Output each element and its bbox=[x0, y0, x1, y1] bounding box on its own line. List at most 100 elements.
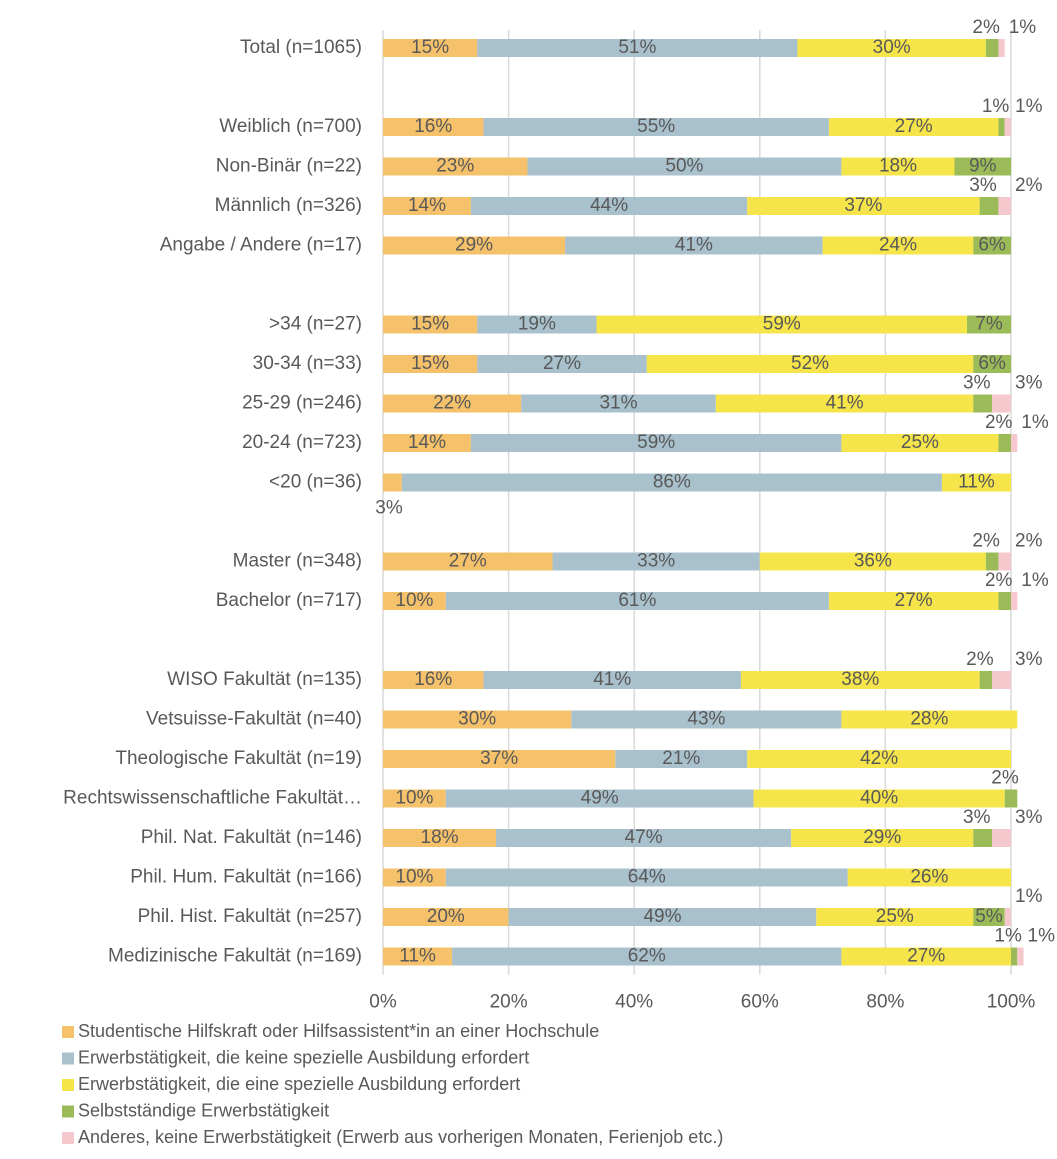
y-tick-label: <20 (n=36) bbox=[269, 472, 362, 493]
legend-swatch bbox=[62, 1132, 74, 1144]
bar-segment bbox=[452, 947, 842, 966]
data-label: 1% bbox=[982, 96, 1010, 117]
bar-segment bbox=[1004, 118, 1011, 136]
bar-segment bbox=[740, 671, 980, 689]
data-label: 27% bbox=[907, 946, 945, 967]
bar-segment bbox=[747, 750, 1011, 768]
data-label: 52% bbox=[791, 353, 829, 374]
x-tick-label: 60% bbox=[741, 992, 779, 1013]
x-tick-label: 0% bbox=[369, 992, 397, 1013]
data-label: 3% bbox=[1015, 807, 1043, 828]
data-label: 23% bbox=[436, 156, 474, 177]
data-label: 18% bbox=[421, 827, 459, 848]
bar-segment bbox=[470, 197, 748, 215]
data-label: 31% bbox=[599, 393, 637, 414]
data-label: 41% bbox=[593, 669, 631, 690]
data-label: 1% bbox=[994, 926, 1022, 947]
bar-segment bbox=[992, 394, 1011, 413]
data-label: 3% bbox=[963, 373, 991, 394]
data-label: 50% bbox=[665, 156, 703, 177]
data-label: 21% bbox=[662, 748, 700, 769]
data-label: 25% bbox=[901, 432, 939, 453]
bar-segment bbox=[477, 315, 597, 334]
data-label: 86% bbox=[653, 472, 691, 493]
bar-segment bbox=[383, 789, 446, 808]
data-label: 2% bbox=[972, 17, 1000, 38]
y-tick-label: Theologische Fakultät (n=19) bbox=[115, 748, 362, 769]
bar-segment bbox=[383, 868, 446, 887]
bar-segment bbox=[565, 236, 823, 255]
y-tick-label: 25-29 (n=246) bbox=[242, 393, 362, 414]
bar-segment bbox=[1004, 789, 1018, 808]
data-label: 51% bbox=[618, 37, 656, 58]
bar-segment bbox=[477, 355, 647, 373]
data-label: 49% bbox=[581, 788, 619, 809]
bar-segment bbox=[383, 829, 497, 847]
data-label: 10% bbox=[395, 788, 433, 809]
bar-segment bbox=[596, 315, 968, 334]
data-label: 2% bbox=[985, 570, 1013, 591]
bar-segment bbox=[1011, 592, 1018, 610]
bar-segment bbox=[973, 236, 1011, 255]
bar-segment bbox=[979, 671, 993, 689]
legend-label: Erwerbstätigkeit, die eine spezielle Aus… bbox=[78, 1074, 520, 1094]
bar-segment bbox=[571, 710, 842, 729]
legend-label: Erwerbstätigkeit, die keine spezielle Au… bbox=[78, 1047, 529, 1067]
bar-segment bbox=[979, 197, 999, 215]
data-label: 15% bbox=[411, 353, 449, 374]
y-tick-label: 30-34 (n=33) bbox=[253, 353, 362, 374]
data-label: 16% bbox=[414, 116, 452, 137]
bar-segment bbox=[383, 355, 478, 373]
bar-segment bbox=[383, 710, 572, 729]
legend-swatch bbox=[62, 1105, 74, 1118]
bar-segment bbox=[747, 197, 980, 215]
y-tick-label: Phil. Hist. Fakultät (n=257) bbox=[138, 906, 362, 927]
legend-swatch bbox=[62, 1026, 74, 1038]
bar-segment bbox=[998, 434, 1011, 452]
data-label: 64% bbox=[628, 867, 666, 888]
data-label: 44% bbox=[590, 195, 628, 216]
bar-segment bbox=[401, 473, 942, 492]
data-label: 3% bbox=[969, 175, 997, 196]
bar-segment bbox=[797, 39, 986, 57]
data-label: 15% bbox=[411, 314, 449, 335]
y-tick-label: Bachelor (n=717) bbox=[216, 590, 362, 611]
y-tick-label: Vetsuisse-Fakultät (n=40) bbox=[146, 709, 362, 730]
bar-segment bbox=[715, 394, 974, 413]
y-tick-label: 20-24 (n=723) bbox=[242, 432, 362, 453]
data-label: 11% bbox=[958, 472, 995, 493]
bar-segment bbox=[822, 236, 974, 255]
y-tick-label: Angabe / Andere (n=17) bbox=[160, 235, 362, 256]
data-label: 3% bbox=[963, 807, 991, 828]
bar-segment bbox=[954, 157, 1011, 176]
legend-label: Selbstständige Erwerbstätigkeit bbox=[78, 1100, 329, 1120]
y-tick-label: Master (n=348) bbox=[233, 551, 362, 572]
legend-label: Anderes, keine Erwerbstätigkeit (Erwerb … bbox=[78, 1127, 723, 1147]
data-label: 59% bbox=[763, 314, 801, 335]
bar-segment bbox=[383, 157, 528, 176]
bar-segment bbox=[477, 39, 798, 57]
bar-segment bbox=[1004, 908, 1011, 926]
bar-segment bbox=[508, 908, 817, 926]
bar-segment bbox=[383, 473, 402, 492]
data-label: 40% bbox=[860, 788, 898, 809]
data-label: 1% bbox=[1015, 96, 1043, 117]
y-tick-label: Weiblich (n=700) bbox=[219, 116, 362, 137]
bar-segment bbox=[383, 394, 522, 413]
data-label: 2% bbox=[966, 649, 994, 670]
bar-segment bbox=[527, 157, 842, 176]
data-label: 10% bbox=[395, 867, 433, 888]
data-label: 6% bbox=[978, 235, 1006, 256]
bar-segment bbox=[383, 552, 553, 571]
data-label: 15% bbox=[411, 37, 449, 58]
data-label: 27% bbox=[543, 353, 581, 374]
bar-segment bbox=[383, 197, 471, 215]
bar-segment bbox=[791, 829, 974, 847]
bar-segment bbox=[445, 789, 754, 808]
bar-segment bbox=[483, 671, 741, 689]
bar-segment bbox=[496, 829, 792, 847]
data-label: 59% bbox=[637, 432, 675, 453]
data-label: 25% bbox=[876, 906, 914, 927]
bar-segment bbox=[445, 592, 829, 610]
data-label: 29% bbox=[863, 827, 901, 848]
